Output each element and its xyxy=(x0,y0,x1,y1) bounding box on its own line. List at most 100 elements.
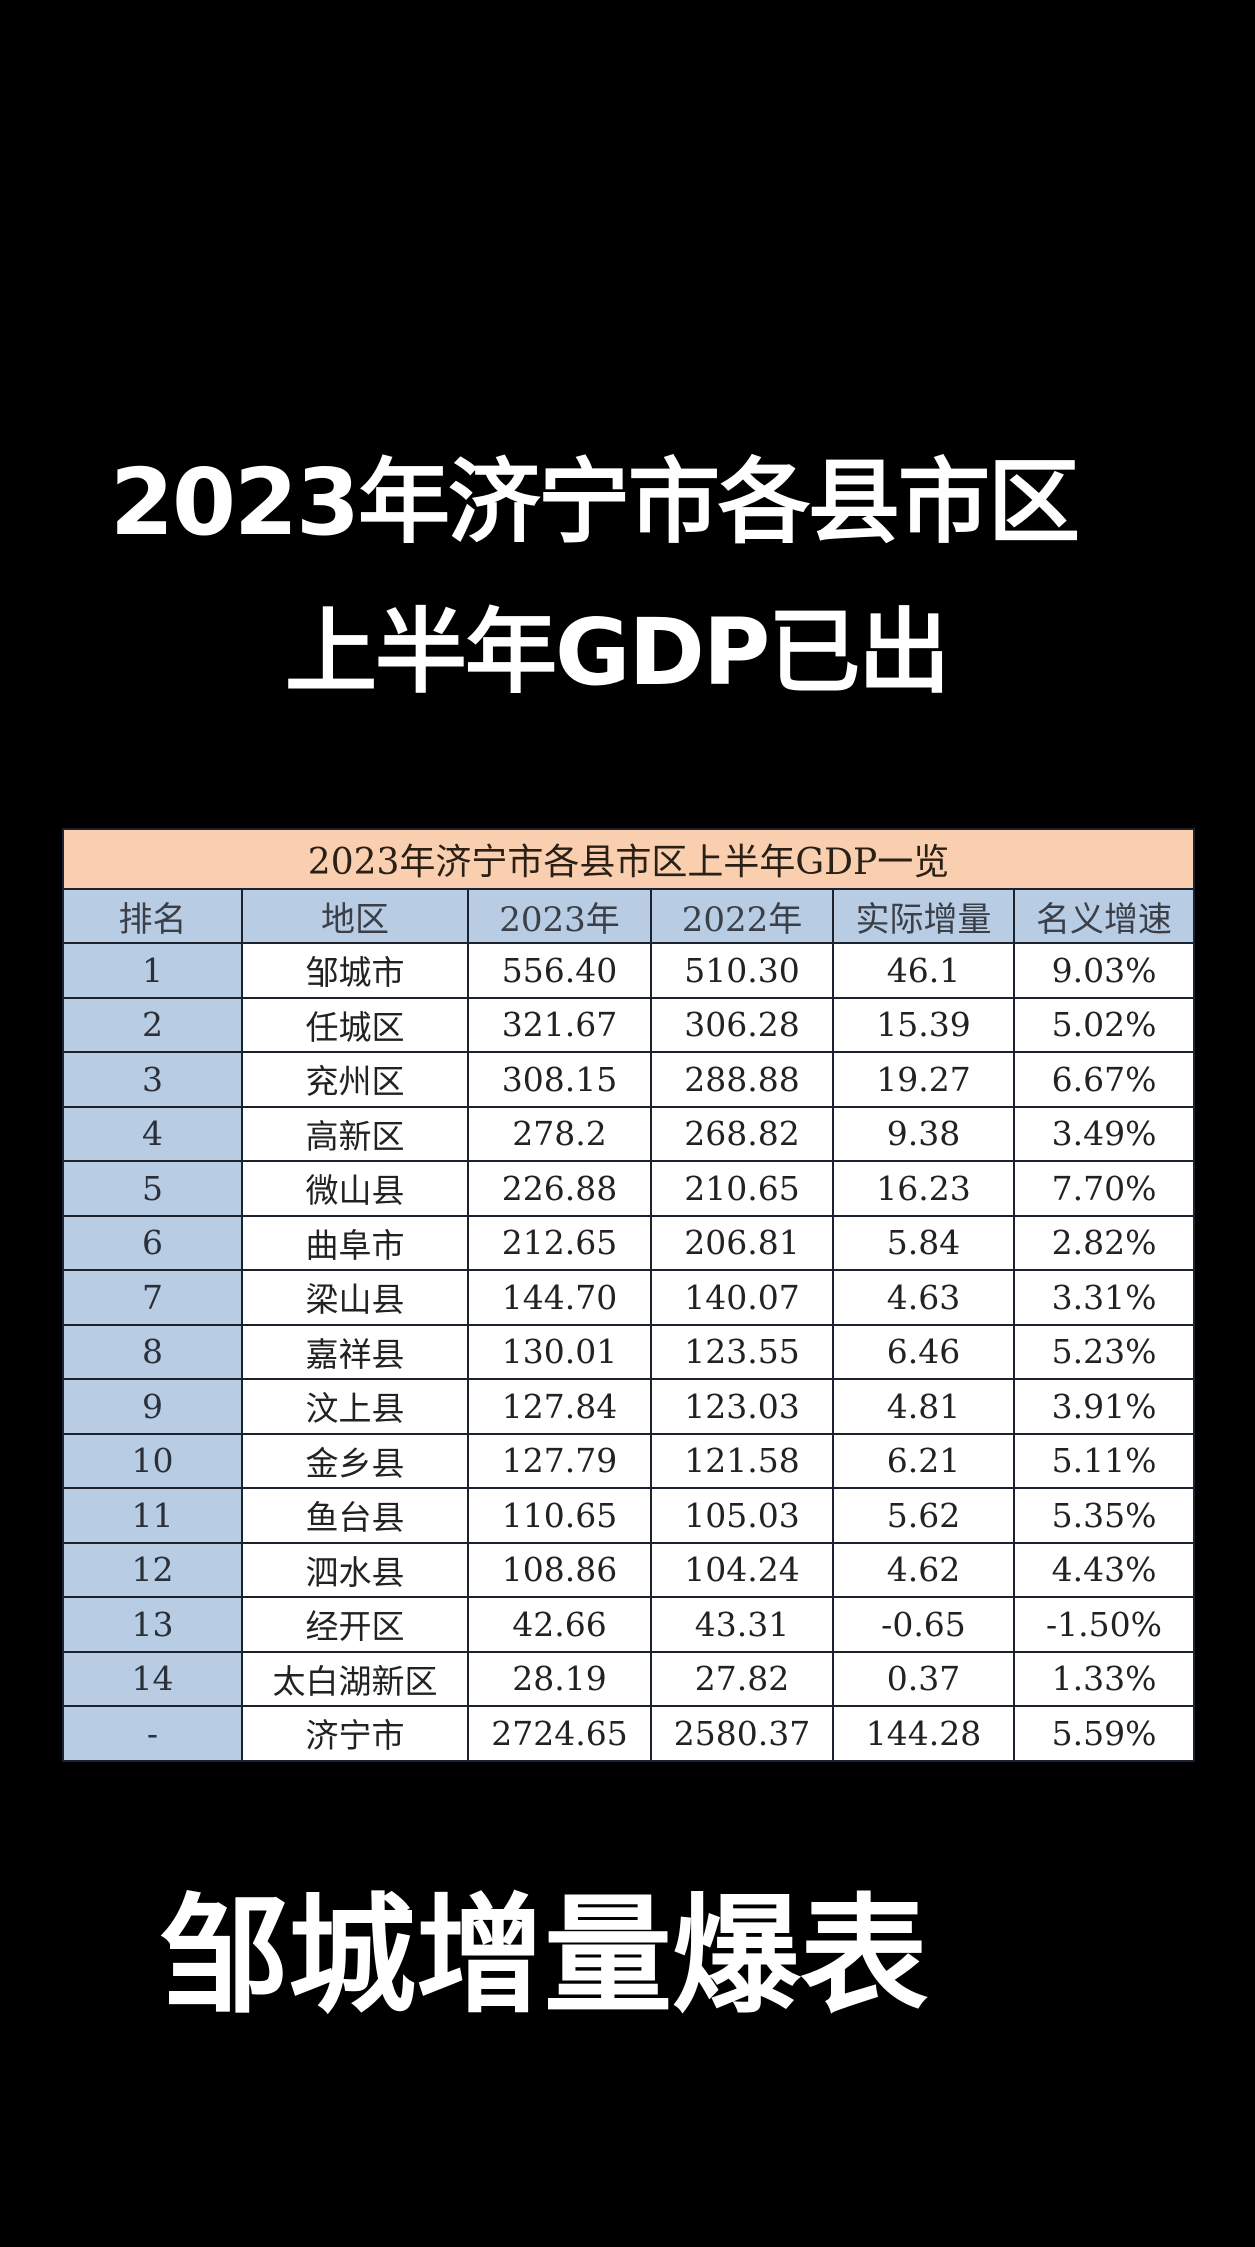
cell-2023: 308.15 xyxy=(467,1051,652,1108)
table-row: 13 经开区 42.66 43.31 -0.65 -1.50% xyxy=(62,1596,1196,1653)
column-header-2022: 2022年 xyxy=(650,888,834,944)
cell-2022: 2580.37 xyxy=(650,1705,834,1762)
cell-growth: 7.70% xyxy=(1012,1160,1196,1217)
cell-2023: 127.79 xyxy=(467,1432,652,1489)
cell-rank: - xyxy=(62,1705,243,1762)
table-row: 7 梁山县 144.70 140.07 4.63 3.31% xyxy=(62,1269,1196,1326)
table-header-row: 排名 地区 2023年 2022年 实际增量 名义增速 xyxy=(62,888,1196,944)
cell-growth: 3.91% xyxy=(1012,1378,1196,1435)
cell-2023: 127.84 xyxy=(467,1378,652,1435)
cell-region: 鱼台县 xyxy=(241,1487,469,1544)
cell-increase: 9.38 xyxy=(832,1105,1015,1162)
table-row: 10 金乡县 127.79 121.58 6.21 5.11% xyxy=(62,1432,1196,1489)
cell-rank: 14 xyxy=(62,1650,243,1707)
cell-region: 曲阜市 xyxy=(241,1214,469,1271)
cell-rank: 4 xyxy=(62,1105,243,1162)
cell-increase: 19.27 xyxy=(832,1051,1015,1108)
cell-rank: 3 xyxy=(62,1051,243,1108)
cell-growth: 9.03% xyxy=(1012,942,1196,999)
cell-increase: 4.63 xyxy=(832,1269,1015,1326)
cell-rank: 2 xyxy=(62,996,243,1053)
cell-2023: 321.67 xyxy=(467,996,652,1053)
cell-region: 任城区 xyxy=(241,996,469,1053)
cell-region: 高新区 xyxy=(241,1105,469,1162)
cell-2023: 556.40 xyxy=(467,942,652,999)
cell-increase: 5.62 xyxy=(832,1487,1015,1544)
cell-2023: 28.19 xyxy=(467,1650,652,1707)
table-title: 2023年济宁市各县市区上半年GDP一览 xyxy=(61,828,1196,890)
cell-region: 嘉祥县 xyxy=(241,1323,469,1380)
cell-region: 兖州区 xyxy=(241,1051,469,1108)
cell-rank: 13 xyxy=(62,1596,243,1653)
cell-2022: 121.58 xyxy=(650,1432,834,1489)
cell-region: 济宁市 xyxy=(241,1705,469,1762)
cell-rank: 12 xyxy=(62,1541,243,1598)
column-header-2023: 2023年 xyxy=(467,888,652,944)
cell-2022: 206.81 xyxy=(650,1214,834,1271)
cell-2022: 104.24 xyxy=(650,1541,834,1598)
cell-rank: 11 xyxy=(62,1487,243,1544)
column-header-growth: 名义增速 xyxy=(1012,888,1196,944)
table-row: 3 兖州区 308.15 288.88 19.27 6.67% xyxy=(62,1051,1196,1108)
cell-growth: 5.23% xyxy=(1012,1323,1196,1380)
cell-region: 微山县 xyxy=(241,1160,469,1217)
cell-2022: 288.88 xyxy=(650,1051,834,1108)
table-row: 4 高新区 278.2 268.82 9.38 3.49% xyxy=(62,1105,1196,1162)
column-header-increase: 实际增量 xyxy=(832,888,1015,944)
cell-region: 梁山县 xyxy=(241,1269,469,1326)
table-row: 9 汶上县 127.84 123.03 4.81 3.91% xyxy=(62,1378,1196,1435)
cell-growth: 5.35% xyxy=(1012,1487,1196,1544)
table-row: 11 鱼台县 110.65 105.03 5.62 5.35% xyxy=(62,1487,1196,1544)
cell-2023: 226.88 xyxy=(467,1160,652,1217)
cell-rank: 1 xyxy=(62,942,243,999)
cell-rank: 6 xyxy=(62,1214,243,1271)
cell-region: 邹城市 xyxy=(241,942,469,999)
headline-line-2: 上半年GDP已出 xyxy=(285,599,950,706)
cell-2023: 42.66 xyxy=(467,1596,652,1653)
cell-region: 经开区 xyxy=(241,1596,469,1653)
cell-2023: 110.65 xyxy=(467,1487,652,1544)
cell-region: 泗水县 xyxy=(241,1541,469,1598)
cell-growth: 5.59% xyxy=(1012,1705,1196,1762)
cell-2022: 306.28 xyxy=(650,996,834,1053)
cell-2023: 278.2 xyxy=(467,1105,652,1162)
cell-region: 金乡县 xyxy=(241,1432,469,1489)
cell-increase: 144.28 xyxy=(832,1705,1015,1762)
cell-2023: 144.70 xyxy=(467,1269,652,1326)
cell-2022: 105.03 xyxy=(650,1487,834,1544)
cell-growth: 1.33% xyxy=(1012,1650,1196,1707)
cell-2022: 140.07 xyxy=(650,1269,834,1326)
table-row: 12 泗水县 108.86 104.24 4.62 4.43% xyxy=(62,1541,1196,1598)
headline-line-1: 2023年济宁市各县市区 xyxy=(110,449,1080,556)
cell-increase: -0.65 xyxy=(832,1596,1015,1653)
cell-increase: 6.46 xyxy=(832,1323,1015,1380)
cell-growth: 4.43% xyxy=(1012,1541,1196,1598)
column-header-rank: 排名 xyxy=(62,888,243,944)
cell-growth: 5.11% xyxy=(1012,1432,1196,1489)
cell-2023: 130.01 xyxy=(467,1323,652,1380)
cell-growth: -1.50% xyxy=(1012,1596,1196,1653)
cell-2023: 212.65 xyxy=(467,1214,652,1271)
cell-increase: 0.37 xyxy=(832,1650,1015,1707)
cell-increase: 15.39 xyxy=(832,996,1015,1053)
cell-2023: 108.86 xyxy=(467,1541,652,1598)
cell-increase: 6.21 xyxy=(832,1432,1015,1489)
cell-increase: 16.23 xyxy=(832,1160,1015,1217)
column-header-region: 地区 xyxy=(241,888,469,944)
cell-increase: 5.84 xyxy=(832,1214,1015,1271)
table-title-row: 2023年济宁市各县市区上半年GDP一览 xyxy=(61,828,1196,890)
cell-region: 汶上县 xyxy=(241,1378,469,1435)
cell-2023: 2724.65 xyxy=(467,1705,652,1762)
cell-region: 太白湖新区 xyxy=(241,1650,469,1707)
table-row: 14 太白湖新区 28.19 27.82 0.37 1.33% xyxy=(62,1650,1196,1707)
cell-growth: 6.67% xyxy=(1012,1051,1196,1108)
table-row-total: - 济宁市 2724.65 2580.37 144.28 5.59% xyxy=(62,1705,1196,1762)
cell-2022: 268.82 xyxy=(650,1105,834,1162)
table-row: 8 嘉祥县 130.01 123.55 6.46 5.23% xyxy=(62,1323,1196,1380)
table-row: 6 曲阜市 212.65 206.81 5.84 2.82% xyxy=(62,1214,1196,1271)
table-row: 2 任城区 321.67 306.28 15.39 5.02% xyxy=(62,996,1196,1053)
table-row: 1 邹城市 556.40 510.30 46.1 9.03% xyxy=(62,942,1196,999)
cell-rank: 7 xyxy=(62,1269,243,1326)
gdp-table-container: 2023年济宁市各县市区上半年GDP一览 排名 地区 2023年 2022年 实… xyxy=(61,828,1196,1762)
cell-rank: 9 xyxy=(62,1378,243,1435)
